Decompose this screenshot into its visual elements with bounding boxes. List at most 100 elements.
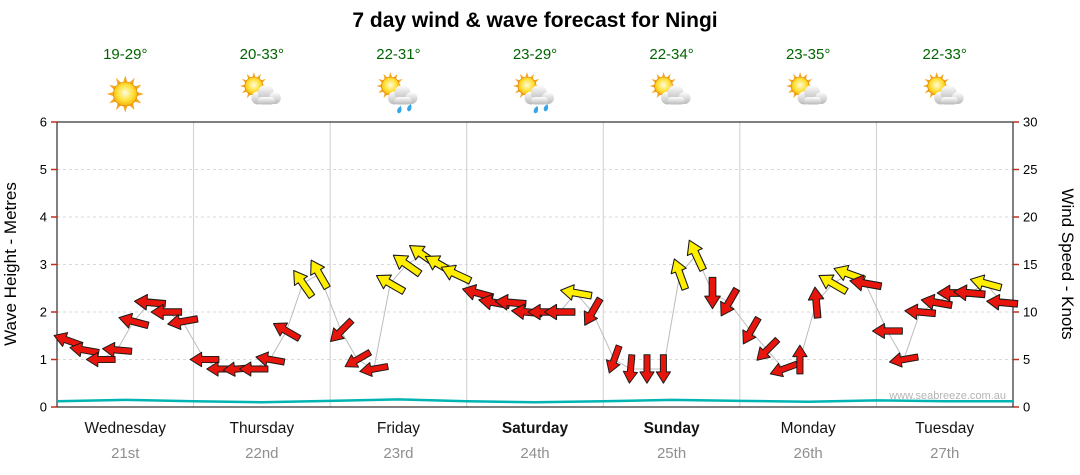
weather-icon-partly-cloudy	[239, 72, 281, 105]
rain-drop	[533, 105, 539, 114]
day-name: Wednesday	[84, 420, 166, 437]
day-date: 26th	[794, 445, 823, 462]
left-tick-label: 1	[40, 352, 47, 367]
rain-drop	[543, 103, 549, 112]
left-tick-label: 4	[40, 210, 47, 225]
wind-arrow	[293, 269, 316, 299]
right-axis-title: Wind Speed - Knots	[1058, 188, 1077, 339]
temp-range: 22-31°	[376, 46, 420, 63]
wind-arrow	[330, 317, 355, 343]
day-date: 27th	[930, 445, 959, 462]
right-tick-label: 10	[1023, 305, 1037, 320]
wind-arrow	[849, 274, 883, 292]
weather-icon-showers	[513, 72, 554, 114]
left-tick-label: 3	[40, 257, 47, 272]
wind-arrow	[543, 303, 576, 321]
right-tick-label: 0	[1023, 400, 1030, 415]
watermark: www.seabreeze.com.au	[888, 390, 1006, 402]
weather-icon-partly-cloudy	[922, 72, 964, 105]
left-tick-label: 6	[40, 115, 47, 130]
wind-arrow	[871, 323, 903, 339]
wind-arrow	[807, 286, 825, 319]
wind-arrow	[704, 276, 721, 310]
right-tick-label: 15	[1023, 257, 1037, 272]
day-date: 23rd	[383, 445, 413, 462]
wind-arrow	[255, 351, 286, 367]
left-tick-label: 2	[40, 305, 47, 320]
wind-arrow	[494, 294, 527, 311]
right-tick-label: 5	[1023, 352, 1030, 367]
wind-arrow	[969, 274, 1003, 292]
left-tick-label: 5	[40, 162, 47, 177]
weather-icon-partly-cloudy	[649, 72, 691, 105]
wind-arrow	[583, 296, 604, 326]
wind-arrow	[686, 239, 707, 272]
right-tick-label: 20	[1023, 210, 1037, 225]
wind-arrow	[605, 344, 623, 374]
wind-arrow	[239, 361, 269, 377]
wind-arrow	[189, 351, 220, 368]
wind-arrow	[102, 341, 133, 358]
day-labels: Wednesday 21st Thursday 22nd Friday 23rd Satur…	[84, 420, 974, 462]
wind-arrow	[655, 354, 671, 384]
temp-range: 22-34°	[649, 46, 693, 63]
wind-arrow	[69, 341, 100, 358]
temp-range: 23-35°	[786, 46, 830, 63]
wind-arrow	[344, 349, 372, 368]
cloud-part	[257, 97, 275, 105]
rain-drop	[397, 105, 402, 114]
cloud-part	[667, 97, 685, 105]
left-axis-title: Wave Height - Metres	[1, 182, 20, 346]
days-header: 19-29° 20-33° 22-31° 23-29° 22-34° 23-35° 22-3…	[103, 46, 967, 114]
weather-icon-partly-cloudy	[786, 72, 828, 105]
wind-arrow	[167, 314, 199, 330]
temp-range: 22-33°	[923, 46, 967, 63]
cloud-part	[394, 97, 412, 105]
cloud-part	[804, 97, 822, 105]
sun-disc	[112, 81, 138, 107]
wind-arrow	[150, 303, 183, 321]
wave-height-line	[56, 398, 1013, 404]
wind-arrow	[953, 284, 986, 302]
day-name: Tuesday	[915, 420, 974, 437]
chart-title: 7 day wind & wave forecast for Ningi	[352, 9, 717, 32]
cloud-part	[940, 97, 958, 105]
wind-arrow	[310, 259, 331, 291]
wind-arrow	[639, 354, 655, 384]
weather-icon-sunny	[106, 75, 144, 113]
wind-arrow	[986, 294, 1019, 311]
wind-arrow	[889, 352, 919, 368]
wind-arrow	[461, 284, 495, 301]
right-tick-label: 25	[1023, 162, 1037, 177]
wind-arrow	[440, 264, 473, 285]
wind-arrow	[720, 286, 741, 317]
wind-arrow	[359, 362, 389, 377]
day-name: Sunday	[644, 420, 700, 437]
wind-arrow	[904, 303, 937, 320]
wind-arrow	[756, 337, 781, 361]
wind-arrow	[392, 254, 423, 278]
wind-arrow	[818, 274, 849, 295]
rain-drop	[407, 103, 412, 112]
temp-range: 23-29°	[513, 46, 557, 63]
cloud-part	[531, 97, 548, 105]
wind-arrow	[670, 258, 690, 291]
wind-arrow	[792, 344, 808, 375]
wind-arrow	[742, 315, 762, 345]
wind-arrow	[375, 274, 407, 295]
left-tick-label: 0	[40, 400, 47, 415]
wind-arrow	[133, 294, 167, 311]
weather-icon-showers	[376, 72, 418, 114]
day-name: Saturday	[502, 420, 569, 437]
plot-area: 0 1 2 3 4 5 6 0 5 10 15 20 25 30	[40, 115, 1038, 415]
day-date: 22nd	[245, 445, 278, 462]
wind-arrow	[272, 322, 302, 342]
wind-arrow	[118, 312, 150, 330]
day-name: Friday	[377, 420, 420, 437]
temp-range: 20-33°	[240, 46, 284, 63]
wind-arrow	[560, 284, 593, 301]
day-name: Thursday	[230, 420, 295, 437]
wind-arrow	[622, 354, 638, 384]
day-date: 24th	[520, 445, 549, 462]
